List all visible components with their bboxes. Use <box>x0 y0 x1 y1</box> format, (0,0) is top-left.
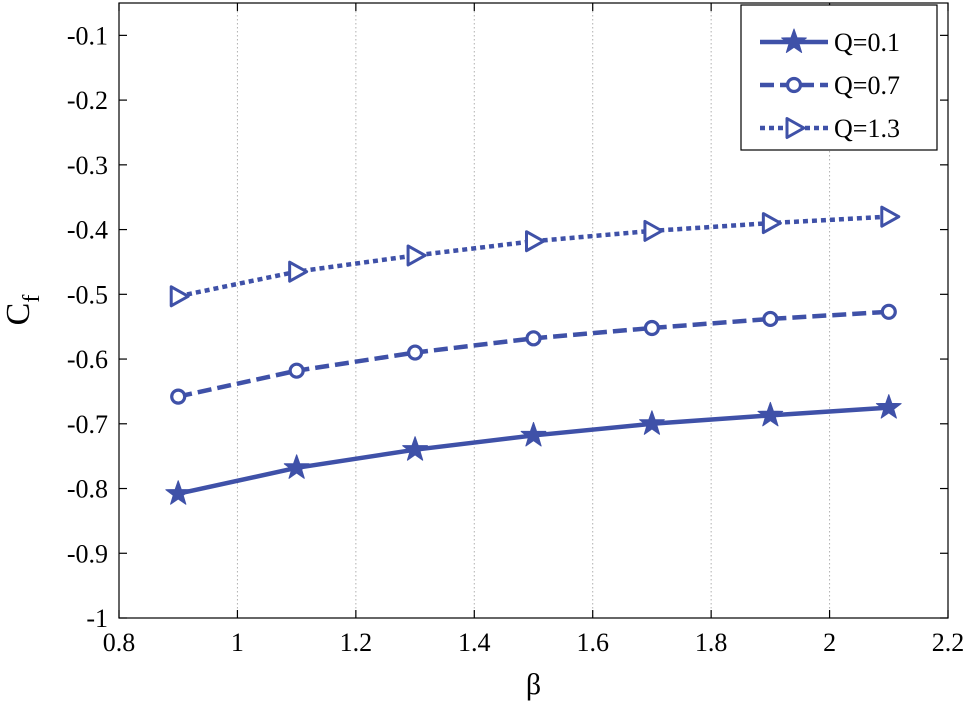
legend-entry: Q=0.1 <box>760 28 900 57</box>
data-point-triangle-right <box>525 230 545 253</box>
data-point-circle <box>762 310 779 328</box>
series-line <box>177 309 889 399</box>
x-tick-label: 2 <box>823 628 836 657</box>
y-tick-label: -0.6 <box>67 345 108 374</box>
data-point-star <box>875 394 902 419</box>
data-point-triangle-right <box>880 205 901 228</box>
tick-layer: 0.8 1 1.2 1.4 1.6 1.8 2 2.2 -1 -0.9 -0.8 -0.7 -0.6 -0… <box>67 3 964 657</box>
data-point-star <box>165 480 192 505</box>
y-axis-title: Cf <box>0 295 45 326</box>
x-tick-label: 1.4 <box>458 628 491 657</box>
series-star <box>165 394 902 505</box>
y-tick-label: -0.2 <box>67 86 108 115</box>
data-point-circle <box>643 319 661 337</box>
y-tick-label: -0.7 <box>67 410 108 439</box>
plot-frame <box>118 2 949 619</box>
legend-marker-triangle-right <box>785 117 806 139</box>
data-point-star <box>402 436 428 461</box>
series-triangle-right <box>169 205 901 308</box>
data-point-star <box>757 401 784 427</box>
y-tick-label: -1 <box>86 604 108 633</box>
series-circle <box>170 303 897 405</box>
data-point-triangle-right <box>288 260 309 283</box>
y-tick-label: -0.3 <box>67 151 108 180</box>
legend-label: Q=0.1 <box>834 28 900 57</box>
data-point-circle <box>170 388 187 405</box>
y-tick-label: -0.5 <box>67 280 108 309</box>
x-tick-label: 1.8 <box>695 628 728 657</box>
legend-label: Q=0.7 <box>834 71 900 100</box>
legend-marker-star <box>781 28 807 54</box>
x-tick-label: 1.2 <box>340 628 373 657</box>
data-point-star <box>520 421 547 447</box>
data-point-triangle-right <box>169 285 190 308</box>
x-axis-title: β <box>526 668 541 701</box>
legend-entry: Q=0.7 <box>760 71 900 100</box>
data-point-triangle-right <box>406 244 427 267</box>
y-axis-title-subscript: f <box>19 295 45 303</box>
data-point-star <box>283 454 310 479</box>
x-tick-label: 0.8 <box>103 628 136 657</box>
y-tick-label: -0.1 <box>67 21 108 50</box>
legend-marker-circle <box>785 76 803 94</box>
x-tick-label: 1.6 <box>576 628 609 657</box>
y-tick-label: -0.8 <box>67 475 108 504</box>
y-axis-title-main: C <box>0 303 37 326</box>
data-point-circle <box>880 303 897 320</box>
data-point-circle <box>525 330 542 347</box>
y-tick-label: -0.4 <box>67 216 108 245</box>
x-tick-label: 2.2 <box>932 628 965 657</box>
legend: Q=0.1 Q=0.7 Q=1.3 <box>740 4 938 151</box>
legend-entry: Q=1.3 <box>760 114 900 143</box>
series-line <box>177 405 889 496</box>
legend-label: Q=1.3 <box>834 114 900 143</box>
y-tick-label: -0.9 <box>67 539 108 568</box>
data-point-star <box>639 410 665 435</box>
data-point-circle <box>406 344 424 361</box>
series-line <box>177 214 889 299</box>
data-point-triangle-right <box>643 219 664 242</box>
series-layer <box>165 205 902 505</box>
grid-layer <box>236 3 831 618</box>
data-point-circle <box>288 362 305 379</box>
x-tick-label: 1 <box>231 628 244 657</box>
data-point-triangle-right <box>761 212 782 235</box>
